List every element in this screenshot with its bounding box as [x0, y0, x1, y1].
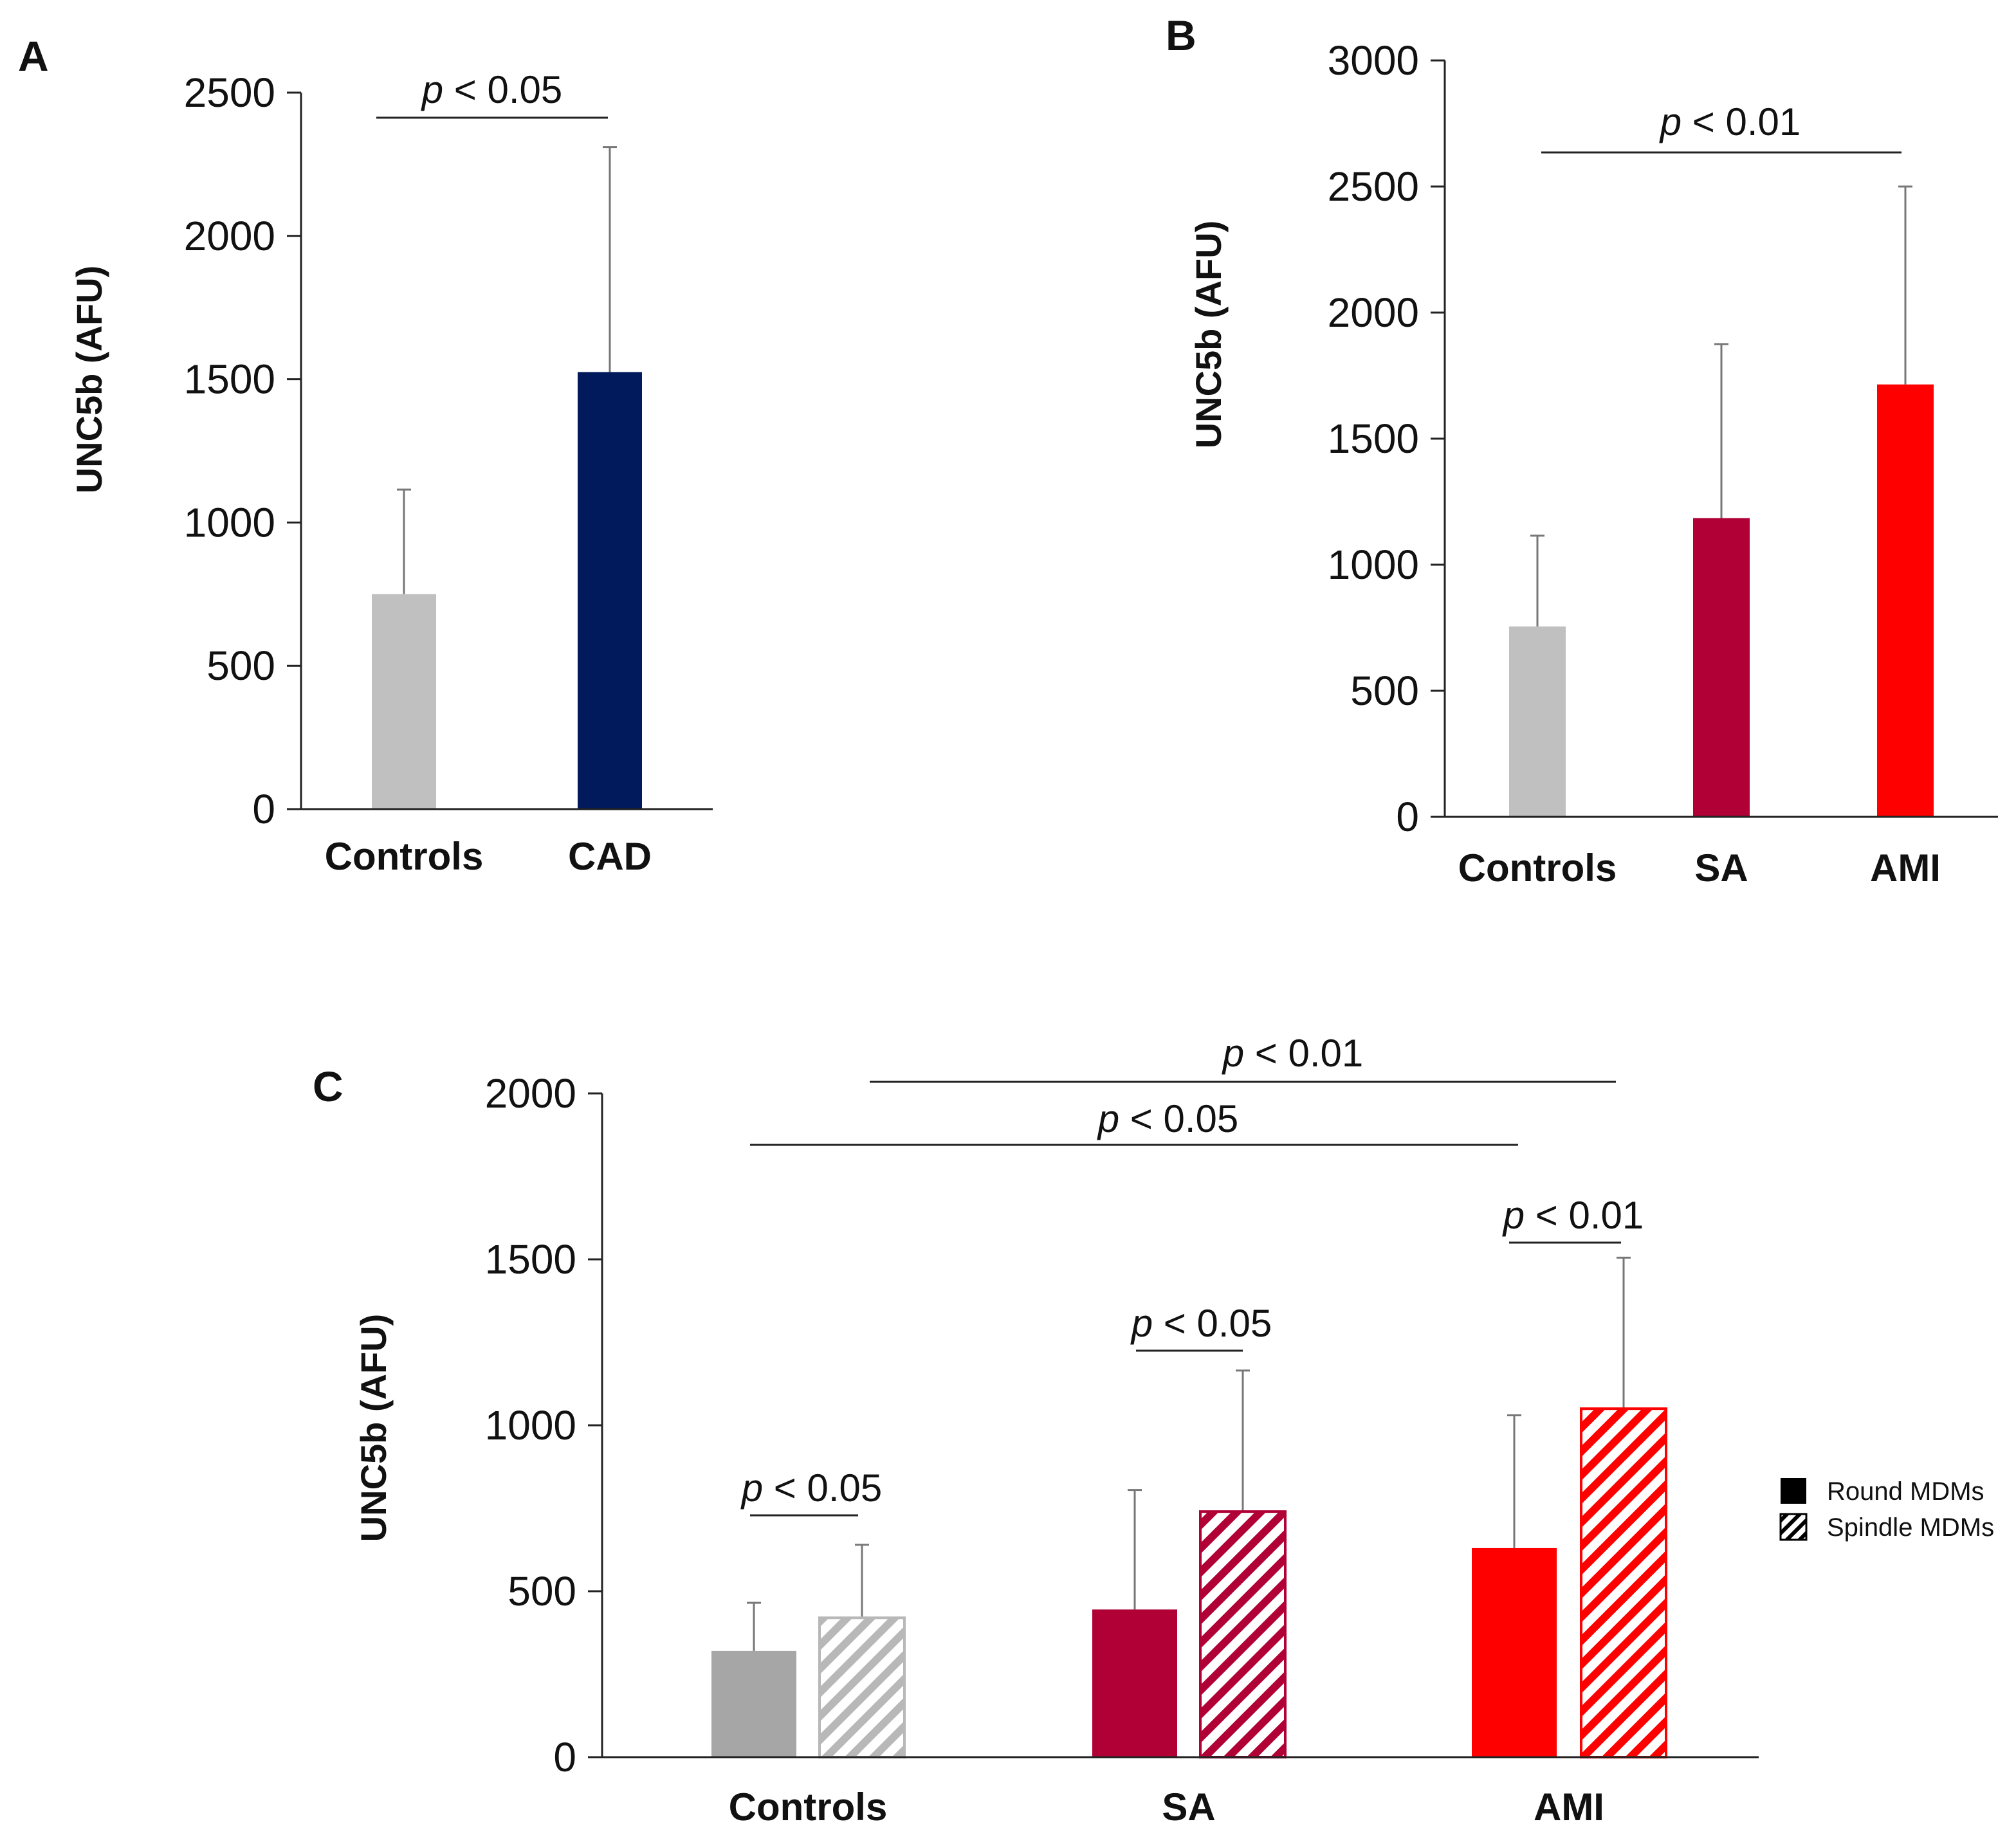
panel-a-y-axis-title: UNC5b (AFU) [69, 266, 109, 494]
legend-swatch-spindle-mdms [1779, 1513, 1808, 1541]
legend-label-spindle-mdms: Spindle MDMs [1827, 1513, 1994, 1542]
panel-b-category-controls: Controls [1458, 846, 1617, 890]
panel-b: B UNC5b (AFU) 0 500 1000 1500 2000 2500 3000 C… [1166, 12, 1998, 890]
panel-c-significance-label-controls: p < 0.05 [740, 1466, 883, 1510]
panel-a-category-controls: Controls [325, 835, 484, 878]
panel-c-significance-label-ami: p < 0.01 [1502, 1194, 1644, 1237]
panel-c-significance-label-sa: p < 0.05 [1130, 1302, 1272, 1345]
panel-b-label: B [1166, 12, 1196, 59]
panel-b-tick-label-3000: 3000 [1328, 37, 1419, 84]
panel-b-tick-label-0: 0 [1396, 794, 1419, 840]
panel-a-tick-label-500: 500 [206, 643, 275, 689]
panel-c-bar-ami-spindle-mdms [1580, 1407, 1667, 1758]
panel-b-significance-label: p < 0.01 [1659, 100, 1801, 143]
panel-b-bar-sa [1693, 518, 1750, 817]
panel-c-bars [711, 1256, 1667, 1759]
panel-b-tick-label-500: 500 [1350, 668, 1419, 714]
panel-c-tick-label-1500: 1500 [485, 1236, 576, 1283]
panel-b-tick-label-1500: 1500 [1328, 415, 1419, 462]
panel-c-label: C [313, 1063, 344, 1110]
panel-b-y-ticks: 0 500 1000 1500 2000 2500 3000 [1328, 37, 1445, 840]
panel-c-category-sa: SA [1162, 1785, 1215, 1829]
panel-c-bar-controls-spindle-mdms [818, 1616, 906, 1759]
panel-b-bar-ami [1877, 384, 1934, 817]
panel-a: A UNC5b (AFU) 0 500 1000 1500 2000 2500 Contr… [18, 32, 713, 878]
panel-a-tick-label-2500: 2500 [184, 69, 275, 116]
panel-c-bar-ami-round-mdms [1472, 1547, 1557, 1757]
panel-a-tick-label-2000: 2000 [184, 213, 275, 259]
panel-c: C UNC5b (AFU) 0 500 1000 1500 2000 Controls … [313, 1032, 1994, 1829]
panel-a-tick-label-0: 0 [252, 786, 275, 832]
panel-c-bar-controls-round-mdms [711, 1650, 796, 1757]
panel-a-significance-label: p < 0.05 [421, 68, 563, 111]
panel-c-categories: Controls SA AMI [729, 1785, 1604, 1829]
panel-b-tick-label-2500: 2500 [1328, 163, 1419, 210]
legend-swatch-round-mdms [1781, 1478, 1806, 1504]
panel-c-y-axis-title: UNC5b (AFU) [353, 1314, 394, 1542]
panel-c-tick-label-1000: 1000 [485, 1402, 576, 1448]
panel-a-bar-cad [578, 372, 642, 809]
panel-b-tick-label-2000: 2000 [1328, 289, 1419, 336]
legend-label-round-mdms: Round MDMs [1827, 1477, 1984, 1506]
panel-a-bars [372, 146, 642, 809]
panel-a-tick-label-1500: 1500 [184, 356, 275, 403]
panel-a-label: A [18, 32, 49, 80]
panel-c-significance-label-controls-vs-ami: p < 0.05 [1097, 1097, 1239, 1140]
panel-c-tick-label-0: 0 [553, 1734, 576, 1780]
panel-a-y-ticks: 0 500 1000 1500 2000 2500 [184, 69, 301, 832]
panel-c-legend: Round MDMs Spindle MDMs [1779, 1477, 1994, 1542]
panel-b-category-ami: AMI [1870, 846, 1941, 890]
panel-c-tick-label-500: 500 [508, 1568, 576, 1614]
panel-a-category-cad: CAD [568, 835, 652, 878]
panel-c-y-ticks: 0 500 1000 1500 2000 [485, 1070, 602, 1780]
panel-b-y-axis-title: UNC5b (AFU) [1188, 221, 1229, 449]
panel-c-bar-sa-spindle-mdms [1199, 1510, 1287, 1758]
panel-b-categories: Controls SA AMI [1458, 846, 1941, 890]
panel-c-category-controls: Controls [729, 1785, 888, 1829]
panel-a-bar-controls [372, 594, 436, 809]
panel-b-bars [1509, 185, 1934, 817]
panel-c-significance-label-wide: p < 0.01 [1222, 1032, 1364, 1075]
panel-c-tick-label-2000: 2000 [485, 1070, 576, 1117]
panel-c-category-ami: AMI [1534, 1785, 1604, 1829]
panel-c-bar-sa-round-mdms [1092, 1609, 1177, 1757]
panel-b-tick-label-1000: 1000 [1328, 542, 1419, 588]
panel-a-categories: Controls CAD [325, 835, 652, 878]
panel-a-tick-label-1000: 1000 [184, 499, 275, 545]
panel-b-bar-controls [1509, 626, 1566, 817]
panel-b-category-sa: SA [1694, 846, 1748, 890]
